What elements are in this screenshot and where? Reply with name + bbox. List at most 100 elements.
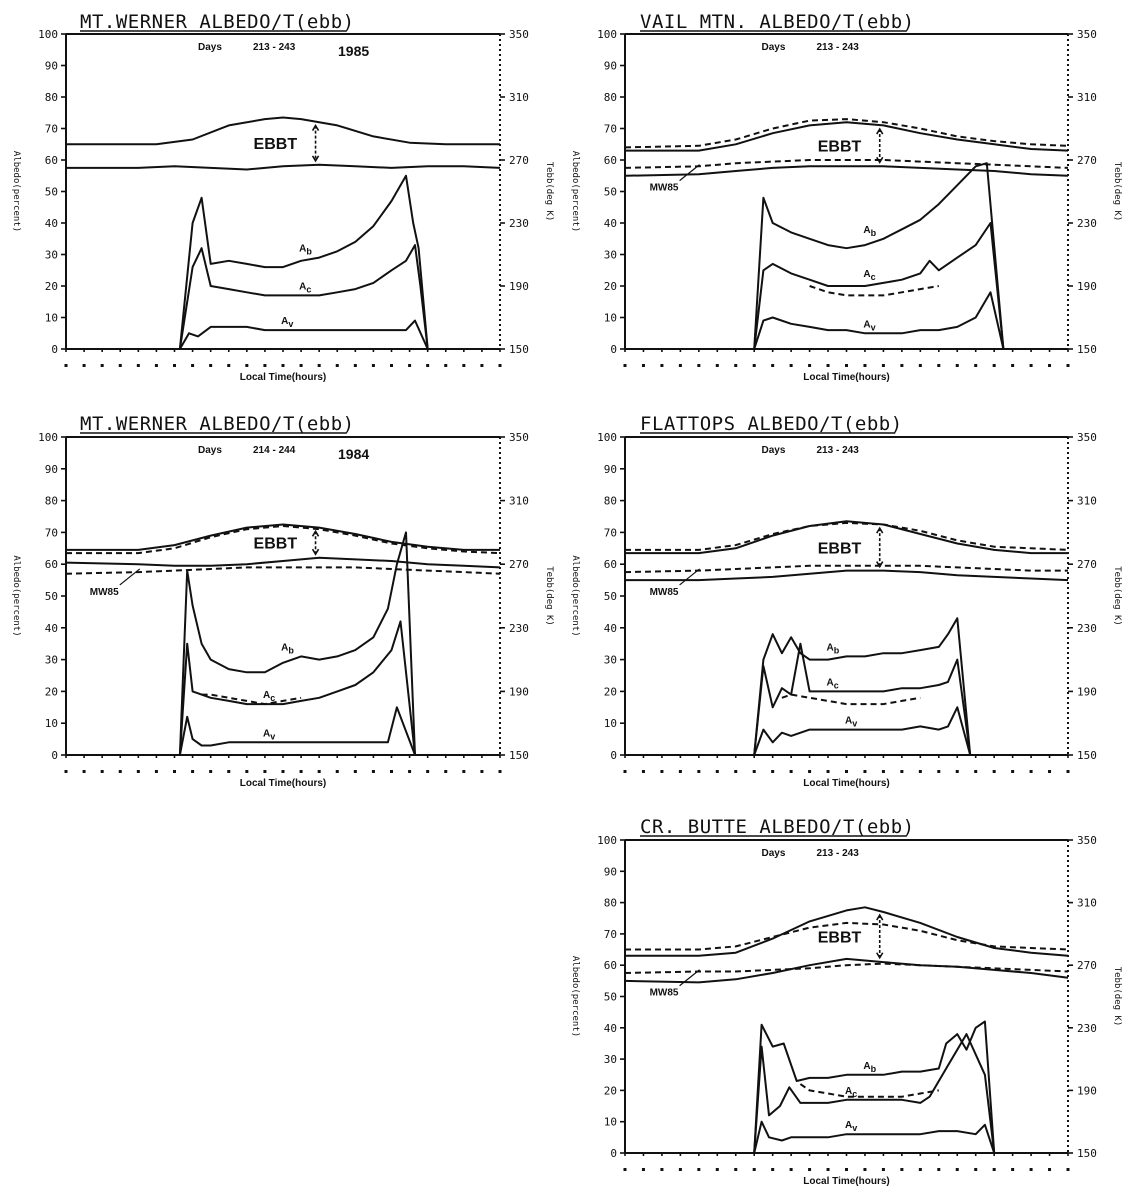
- mw85-leader: [119, 568, 141, 586]
- y-tick-label: 100: [38, 431, 58, 444]
- series-tebb-low-: [65, 556, 501, 569]
- series-av: [179, 319, 429, 350]
- y-tick-label: 30: [45, 654, 58, 667]
- series-tebb-low-mw85: [624, 564, 1068, 574]
- label-av: Av: [863, 319, 875, 332]
- x-tick-marker: [900, 364, 904, 367]
- y2-tick-label: 150: [1077, 1147, 1097, 1160]
- y-tick-label: 50: [604, 186, 617, 199]
- x-tick-marker: [734, 364, 738, 367]
- x-tick-marker: [974, 364, 978, 367]
- y2-tick-label: 150: [509, 343, 529, 356]
- x-tick-marker: [937, 770, 941, 773]
- chart-panel-p4: FLATTOPS ALBEDO/T(ebb) 0 10 20 30 40 50 60 70 80 9…: [570, 413, 1122, 789]
- x-tick-marker: [845, 364, 848, 367]
- x-tick-marker: [462, 364, 466, 367]
- x-tick-marker: [881, 364, 885, 367]
- x-tick-marker: [191, 770, 195, 773]
- series-tebb: [625, 906, 1069, 957]
- x-tick-marker: [678, 770, 682, 773]
- chart-panel-p5: CR. BUTTE ALBEDO/T(ebb) 0 10 20 30 40 50 60 70 80…: [570, 816, 1122, 1187]
- y-tick-label: 100: [597, 28, 617, 41]
- y-axis-label-left: Albedo(percent): [570, 555, 580, 636]
- x-tick-marker: [845, 1168, 848, 1171]
- series-ac-mw85: [809, 285, 939, 297]
- ebbt-arrowhead-top: [876, 913, 884, 921]
- y-tick-label: 40: [45, 622, 58, 635]
- y-tick-label: 80: [604, 897, 617, 910]
- ebbt-arrowhead-top: [876, 526, 884, 534]
- y2-tick-label: 150: [509, 749, 529, 762]
- x-tick-marker: [734, 1168, 738, 1171]
- y-axis-label-right: Tebb(deg K): [544, 162, 554, 222]
- x-tick-marker: [863, 1168, 867, 1171]
- ebbt-arrowhead-bottom: [876, 156, 884, 164]
- x-tick-marker: [408, 770, 412, 773]
- y-tick-label: 10: [45, 312, 58, 325]
- y2-tick-label: 230: [1077, 217, 1097, 230]
- x-tick-marker: [335, 770, 339, 773]
- y-tick-label: 90: [45, 463, 58, 476]
- x-tick-marker: [955, 770, 959, 773]
- x-tick-marker: [498, 770, 502, 773]
- y2-tick-label: 350: [509, 431, 529, 444]
- x-tick-marker: [1048, 364, 1052, 367]
- days-label: Days: [198, 445, 222, 456]
- label-ac: Ac: [827, 677, 839, 690]
- y-tick-label: 20: [604, 685, 617, 698]
- y-tick-label: 60: [604, 959, 617, 972]
- x-tick-marker: [1011, 364, 1015, 367]
- mw85-leader: [679, 969, 700, 987]
- x-tick-marker: [826, 364, 830, 367]
- label-ac: Ac: [863, 269, 875, 282]
- x-tick-marker: [1029, 770, 1033, 773]
- x-tick-marker: [623, 1168, 627, 1171]
- x-tick-marker: [317, 770, 321, 773]
- label-av: Av: [845, 1120, 857, 1133]
- series-tebb-low-mw85: [65, 566, 501, 575]
- x-tick-marker: [1066, 1168, 1070, 1171]
- x-tick-marker: [863, 770, 867, 773]
- x-tick-marker: [974, 770, 978, 773]
- x-tick-marker: [715, 364, 719, 367]
- y-tick-label: 30: [604, 249, 617, 262]
- x-tick-marker: [937, 1168, 941, 1171]
- x-tick-marker: [136, 770, 140, 773]
- y2-tick-label: 190: [509, 280, 529, 293]
- x-tick-marker: [678, 1168, 682, 1171]
- chart-title: FLATTOPS ALBEDO/T(ebb): [640, 413, 903, 435]
- y-tick-label: 100: [597, 834, 617, 847]
- x-tick-marker: [752, 1168, 756, 1171]
- x-tick-marker: [623, 364, 627, 367]
- series-ac: [178, 620, 416, 756]
- series-ac-mw85: [201, 693, 302, 706]
- year-label: 1984: [338, 446, 369, 462]
- x-tick-marker: [918, 770, 922, 773]
- days-label: Days: [762, 848, 786, 859]
- x-tick-marker: [136, 364, 140, 367]
- x-tick-marker: [245, 364, 249, 367]
- chart-panel-p1: MT.WERNER ALBEDO/T(ebb) 0 10 20 30 40 50 60 70 80…: [11, 11, 554, 383]
- y2-tick-label: 310: [509, 91, 529, 104]
- y-axis-label-right: Tebb(deg K): [1112, 967, 1122, 1027]
- label-ac: Ac: [263, 690, 275, 703]
- label-ab: Ab: [863, 1061, 876, 1074]
- y-tick-label: 0: [51, 343, 58, 356]
- ebbt-arrowhead-top: [311, 529, 320, 537]
- series-av: [178, 706, 416, 756]
- y-tick-label: 10: [604, 717, 617, 730]
- x-tick-marker: [371, 364, 375, 367]
- days-label: Days: [762, 445, 786, 456]
- y-tick-label: 40: [604, 217, 617, 230]
- y2-tick-label: 270: [1077, 154, 1097, 167]
- x-tick-marker: [64, 364, 68, 367]
- series-av: [753, 706, 972, 756]
- x-tick-marker: [992, 770, 996, 773]
- ebbt-label: EBBT: [818, 929, 862, 946]
- days-range: 214 - 244: [253, 445, 296, 456]
- x-tick-marker: [426, 364, 430, 367]
- y-tick-label: 30: [45, 249, 58, 262]
- days-label: Days: [762, 42, 786, 53]
- x-tick-marker: [955, 364, 959, 367]
- x-tick-marker: [444, 770, 448, 773]
